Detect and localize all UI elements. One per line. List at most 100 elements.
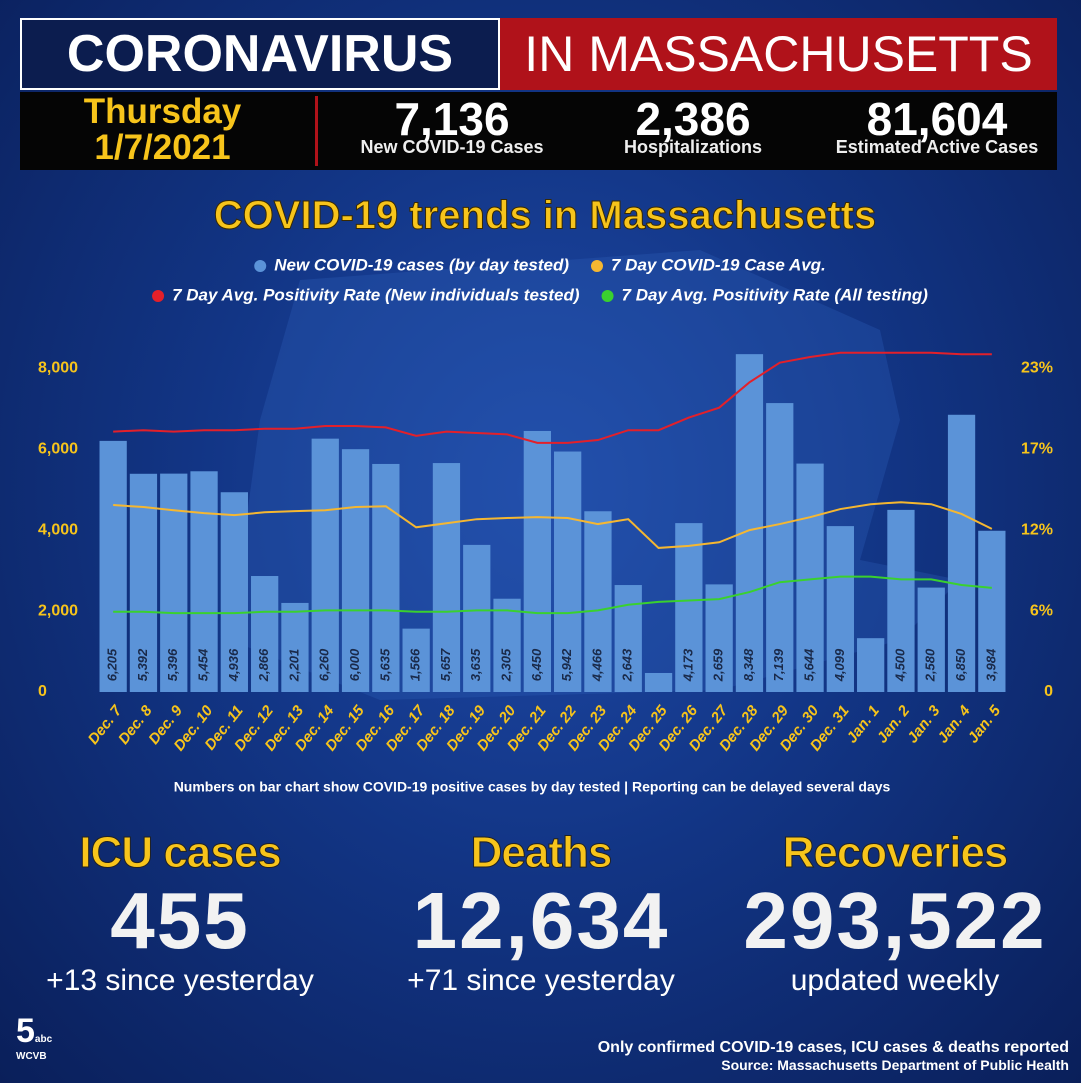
stat: 81,604 Estimated Active Cases	[817, 92, 1057, 156]
line	[113, 501, 993, 549]
bar-value-label: 2,659	[711, 648, 726, 682]
bar	[493, 598, 521, 692]
bar-value-label: 2,643	[620, 648, 635, 682]
bar	[554, 451, 582, 692]
legend-label: 7 Day Avg. Positivity Rate (All testing)	[622, 285, 929, 304]
summary-value: 455	[110, 876, 250, 965]
legend-row: 7 Day Avg. Positivity Rate (New individu…	[152, 285, 928, 304]
bar-value-label: 6,850	[953, 648, 968, 681]
bar-value-label: 1,566	[408, 648, 423, 681]
bar	[281, 602, 309, 692]
bar	[917, 587, 945, 692]
divider	[315, 96, 318, 166]
legend-row: New COVID-19 cases (by day tested) 7 Day …	[254, 255, 826, 274]
bar	[584, 511, 612, 692]
bar-value-label: 4,936	[226, 648, 241, 682]
bar	[129, 473, 158, 692]
y-tick-label: 2,000	[38, 602, 78, 619]
bar	[857, 638, 885, 692]
title-right: IN MASSACHUSETTS	[500, 18, 1057, 90]
stat-value: 2,386	[635, 93, 751, 145]
bar	[735, 354, 764, 692]
line	[113, 351, 992, 444]
legend-swatch	[590, 260, 603, 272]
bar-value-label: 5,942	[559, 648, 574, 681]
chart-note: Numbers on bar chart show COVID-19 posit…	[174, 779, 891, 795]
stat-label: Estimated Active Cases	[835, 137, 1039, 157]
bar	[251, 576, 279, 692]
date: 1/7/2021	[94, 128, 231, 167]
chart-title: COVID-19 trends in Massachusetts	[214, 194, 876, 238]
logo-network: abc	[34, 1034, 53, 1045]
y2-tick-label: 23%	[1021, 359, 1053, 376]
footer-note: Only confirmed COVID-19 cases, ICU cases…	[597, 1039, 1069, 1056]
summary-item: Deaths 12,634 +71 since yesterday	[361, 828, 721, 998]
bar-value-label: 8,348	[741, 648, 756, 681]
logo-station: WCVB	[16, 1051, 47, 1062]
bar-value-label: 4,466	[589, 648, 604, 682]
bar-value-label: 2,305	[498, 648, 513, 682]
legend-label: 7 Day Avg. Positivity Rate (New individu…	[172, 285, 580, 304]
bar-value-label: 3,984	[983, 648, 998, 681]
bar-value-label: 4,099	[832, 648, 847, 682]
bar-value-label: 2,201	[286, 649, 301, 683]
legend-swatch	[601, 290, 614, 302]
bar-value-label: 5,396	[165, 648, 180, 681]
summary-title: ICU cases	[79, 828, 282, 878]
summary-item: Recoveries 293,522 updated weekly	[715, 828, 1075, 998]
logo: 5abc WCVB	[16, 1012, 76, 1062]
bar	[826, 526, 854, 692]
bar	[705, 584, 733, 692]
day: Thursday	[83, 92, 242, 131]
legend-swatch	[254, 260, 267, 272]
footer-source: Source: Massachusetts Department of Publ…	[721, 1057, 1069, 1073]
bar-value-label: 4,500	[892, 648, 907, 682]
bar	[614, 585, 642, 692]
bar-value-label: 5,454	[195, 648, 210, 681]
y-tick-label: 0	[38, 683, 47, 700]
date-block: Thursday 1/7/2021	[30, 94, 295, 166]
header-bar	[20, 92, 1057, 170]
stat: 7,136 New COVID-19 Cases	[332, 92, 572, 156]
stat: 2,386 Hospitalizations	[573, 92, 813, 156]
bar-value-label: 6,000	[347, 648, 362, 681]
stat-value: 81,604	[866, 93, 1008, 145]
bar-value-label: 2,580	[923, 648, 938, 682]
bar	[978, 530, 1006, 692]
summary-change: updated weekly	[790, 964, 1000, 997]
bar-value-label: 6,260	[317, 648, 332, 681]
legend-swatch	[152, 290, 165, 302]
bar	[947, 414, 976, 692]
summary-change: +13 since yesterday	[46, 964, 314, 997]
y2-tick-label: 0	[1044, 683, 1053, 700]
bar	[99, 440, 127, 692]
summary-value: 293,522	[743, 876, 1047, 965]
y-tick-label: 4,000	[38, 521, 78, 538]
logo-number: 5	[16, 1012, 35, 1050]
bar-value-label: 7,139	[771, 648, 786, 681]
bar	[887, 509, 915, 692]
bar	[766, 403, 794, 692]
stat-value: 7,136	[394, 93, 510, 145]
bar-value-label: 6,205	[105, 648, 120, 681]
bar-value-label: 5,644	[801, 648, 816, 681]
bar	[402, 628, 430, 692]
bar	[190, 471, 218, 692]
summary-value: 12,634	[412, 876, 670, 965]
y-tick-label: 6,000	[38, 440, 78, 457]
bar-value-label: 4,173	[680, 648, 695, 682]
summary-item: ICU cases 455 +13 since yesterday	[0, 828, 360, 998]
legend-label: New COVID-19 cases (by day tested)	[274, 255, 569, 274]
bar-value-label: 3,635	[468, 648, 483, 681]
bar-value-label: 5,392	[135, 648, 150, 681]
stat-label: New COVID-19 Cases	[360, 137, 544, 157]
y2-tick-label: 6%	[1030, 602, 1053, 619]
summary-title: Recoveries	[782, 828, 1009, 878]
bar	[372, 463, 400, 692]
footer: Only confirmed COVID-19 cases, ICU cases…	[598, 1039, 1069, 1073]
bar	[220, 492, 248, 692]
bar-value-label: 6,450	[529, 648, 544, 681]
x-tick-label: Jan. 5	[965, 702, 1005, 746]
